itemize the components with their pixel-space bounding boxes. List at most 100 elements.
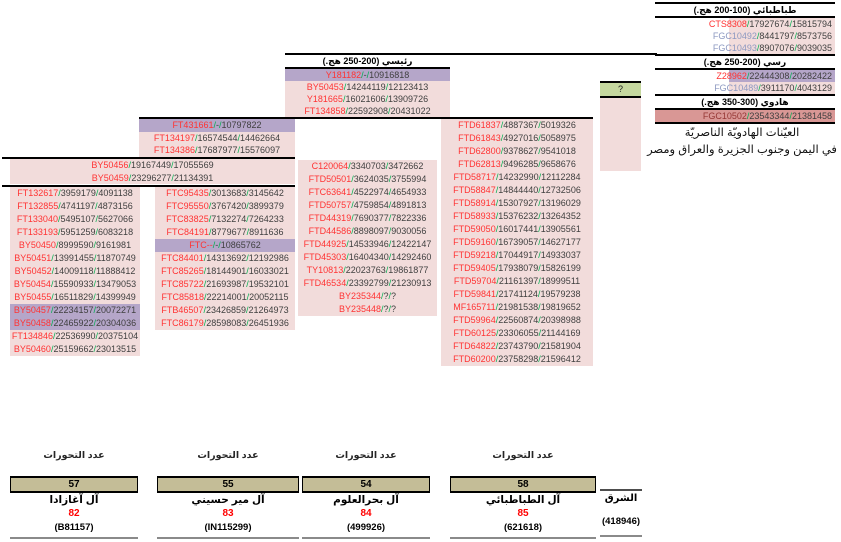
marker-id: BY50460 — [13, 344, 51, 354]
marker-id: FTC86179 — [161, 318, 204, 328]
caption-line-2: في اليمن وجنوب الجزيرة والعراق ومصر — [647, 144, 837, 156]
separator: / — [93, 253, 97, 263]
marker-row: FT431661/-/10797822 — [139, 119, 295, 132]
marker-value-1: 14244119 — [346, 82, 386, 92]
separator: / — [50, 279, 54, 289]
family-name: آل الطباطبائي — [485, 494, 561, 506]
marker-id: FTD58933 — [453, 211, 496, 221]
separator: / — [208, 214, 212, 224]
kit-number: (621618) — [503, 522, 543, 533]
east-label: الشرق — [604, 493, 638, 504]
marker-value-2: 10797822 — [221, 120, 262, 130]
separator: / — [128, 172, 132, 183]
marker-value-1: 3911170 — [760, 83, 795, 93]
marker-id: FTD59405 — [453, 263, 496, 273]
separator: / — [351, 226, 354, 236]
separator: / — [246, 279, 249, 289]
marker-value-1: 14009118 — [54, 266, 94, 276]
marker-value-1: 3767420 — [211, 201, 247, 211]
marker-id: FT132617 — [17, 188, 59, 198]
separator: / — [52, 331, 56, 341]
marker-row: FTD59405/17938079/15826199 — [441, 262, 593, 275]
separator: / — [361, 70, 364, 80]
marker-row: FTD50757/4759854/4891813 — [298, 199, 437, 212]
marker-value-1: 19167449 — [130, 160, 172, 170]
separator: / — [343, 82, 347, 92]
lineage-reference-box: طباطبائي (100-200 هج.) CTS8308/17927674/1… — [655, 2, 835, 124]
separator: / — [93, 240, 97, 250]
marker-value-1: ? — [383, 304, 389, 314]
separator: / — [93, 292, 96, 302]
separator: / — [55, 240, 59, 250]
family-name: آل مير حسيني — [191, 494, 265, 506]
separator: / — [246, 188, 249, 198]
marker-row: FTD60125/23306055/21144169 — [441, 327, 593, 340]
marker-value-1: 22560874 — [498, 315, 539, 325]
separator: / — [538, 120, 541, 130]
marker-id: Y181665 — [306, 94, 343, 104]
marker-id: FTD58914 — [453, 198, 496, 208]
marker-value-2: 20304036 — [96, 318, 137, 328]
marker-value-1: 8999590 — [58, 240, 94, 250]
marker-text: CTS8308/17927674/15815794 — [709, 18, 832, 30]
marker-row: FTD61837/4887367/5019326 — [441, 119, 593, 132]
marker-value-2: 12422147 — [391, 239, 432, 249]
marker-row: Y181182/-/10916818 — [285, 69, 450, 81]
family-group-bahrululoom: عدد التحورات 54 آل بحرالعلوم 84 (499926) — [302, 449, 430, 542]
marker-value-2: 21264973 — [248, 305, 289, 315]
row-fill — [729, 70, 835, 82]
marker-row: FTD58914/15307927/13196029 — [441, 197, 593, 210]
marker-id: FTD46534 — [303, 278, 347, 288]
separator: / — [57, 227, 61, 237]
separator: / — [495, 224, 499, 234]
separator: / — [538, 224, 541, 234]
marker-value-1: 4759854 — [353, 200, 389, 210]
divider-line — [600, 489, 642, 491]
mutations-count-value: 54 — [302, 476, 430, 493]
marker-value-2: 26451936 — [248, 318, 289, 328]
marker-value-1: 7690377 — [353, 213, 389, 223]
separator: / — [246, 305, 249, 315]
marker-id: BY50452 — [14, 266, 52, 276]
marker-id: BY235344 — [338, 291, 381, 301]
divider-line — [450, 537, 596, 539]
marker-value-2: 5627066 — [98, 214, 134, 224]
divider-line — [600, 535, 642, 537]
marker-value-2: 10916818 — [369, 70, 410, 80]
separator: / — [93, 318, 97, 328]
marker-value-2: 14292460 — [391, 252, 432, 262]
marker-value-2: 12732506 — [540, 185, 581, 195]
marker-id: FGC10492 — [712, 31, 757, 41]
marker-text: FGC10492/8441797/8573756 — [713, 30, 832, 42]
separator: / — [758, 83, 761, 93]
marker-value-2: 3145642 — [248, 188, 284, 198]
marker-id: MF165711 — [453, 302, 496, 312]
marker-value-1: 9496285 — [503, 159, 539, 169]
separator: / — [388, 239, 392, 249]
marker-id: BY235448 — [338, 304, 381, 314]
marker-value-2: 19532101 — [248, 279, 289, 289]
marker-row: FTC84191/8779677/8911636 — [155, 226, 295, 239]
separator: / — [93, 305, 97, 315]
separator: / — [51, 253, 54, 263]
marker-value-2: 20282422 — [791, 71, 832, 81]
separator: / — [171, 160, 174, 170]
marker-value-1: 17044917 — [498, 250, 539, 260]
marker-count: 83 — [222, 508, 234, 519]
marker-row: BY50458/22465922/20304036 — [10, 317, 140, 330]
marker-id: FTD44319 — [308, 213, 352, 223]
marker-text: FGC10489/3911170/4043129 — [714, 82, 832, 94]
marker-row: BY50459/23296277/21134391 — [10, 171, 295, 184]
marker-value-1: 15307927 — [498, 198, 539, 208]
marker-id: FT134197 — [153, 132, 195, 143]
separator: / — [95, 188, 99, 198]
marker-value-1: 22592908 — [347, 106, 389, 116]
marker-row: BY50460/25159662/23013515 — [10, 343, 140, 356]
separator: / — [342, 94, 346, 104]
marker-row: BY50457/22234157/20072271 — [10, 304, 140, 317]
separator: / — [203, 318, 207, 328]
marker-row: Z28962/22444308/20282422 — [655, 70, 835, 82]
separator: / — [203, 279, 207, 289]
marker-row: FTC--/-/10865762 — [155, 239, 295, 252]
